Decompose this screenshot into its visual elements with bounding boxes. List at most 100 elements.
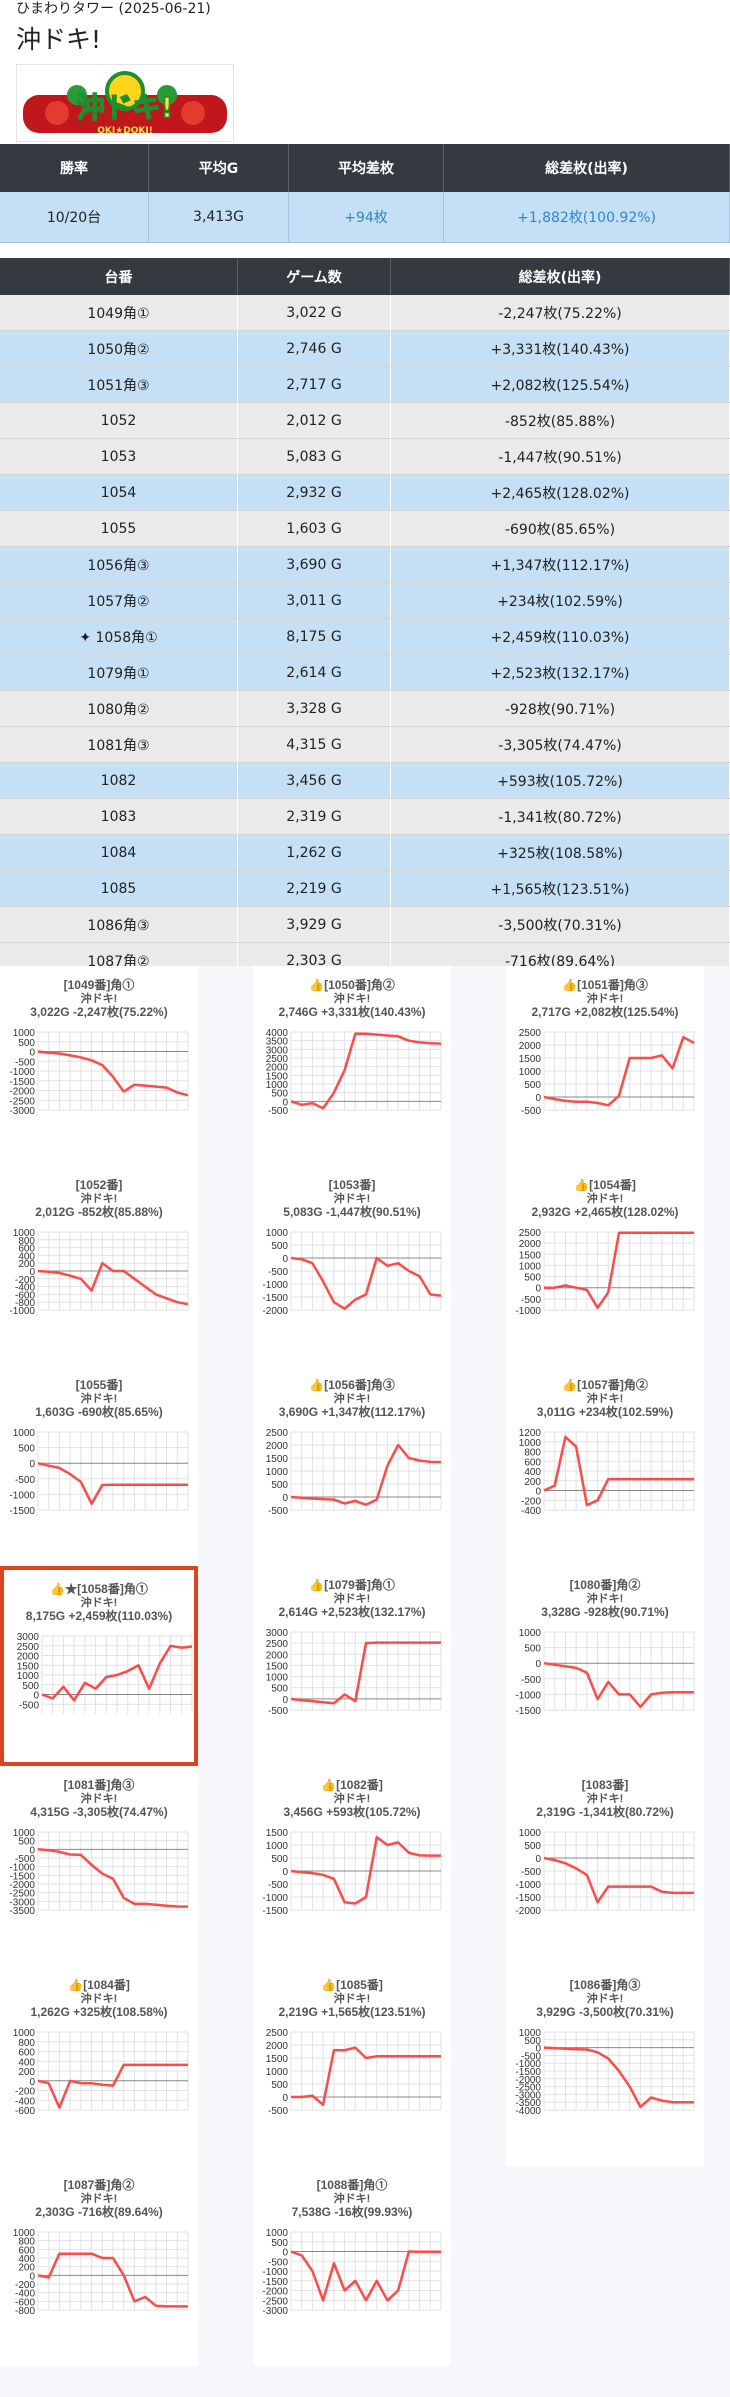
graph-card[interactable]: [1080番]角② 沖ドキ! 3,328G -928枚(90.71%) 1000 500…: [506, 1566, 704, 1766]
y-tick-label: 600: [18, 1244, 35, 1255]
graph-chart: 1000 500 0 -500 -1000 -1500: [9, 1428, 189, 1514]
graph-card[interactable]: [1086番]角③ 沖ドキ! 3,929G -3,500枚(70.31%) 1000 5…: [506, 1966, 704, 2166]
y-tick-label: -200: [15, 1275, 35, 1286]
machine-no: 1080角②: [87, 701, 150, 718]
machine-no-cell: 1081角③: [0, 726, 238, 763]
total-diff-cell: -928枚(90.71%): [390, 690, 730, 727]
machine-no: 1058角①: [95, 629, 158, 646]
table-row[interactable]: 1051角③ 2,717 G +2,082枚(125.54%): [0, 366, 730, 403]
y-tick-label: 2000: [266, 1063, 289, 1074]
y-tick-label: 2500: [519, 1028, 542, 1039]
graph-card[interactable]: 👍[1054番] 沖ドキ! 2,932G +2,465枚(128.02%) 2500 2…: [506, 1166, 704, 1366]
y-tick-label: 1000: [266, 2067, 289, 2078]
y-tick-label: 3000: [266, 1045, 289, 1056]
table-row[interactable]: 1079角① 2,614 G +2,523枚(132.17%): [0, 654, 730, 691]
table-row[interactable]: 1082 3,456 G +593枚(105.72%): [0, 762, 730, 799]
graph-card[interactable]: 👍[1085番] 沖ドキ! 2,219G +1,565枚(123.51%) 2500 2…: [253, 1966, 451, 2166]
graph-card[interactable]: [1088番]角① 沖ドキ! 7,538G -16枚(99.93%) 1000 500 0…: [253, 2166, 451, 2366]
table-row[interactable]: 1057角② 3,011 G +234枚(102.59%): [0, 582, 730, 619]
y-tick-label: 600: [524, 1457, 541, 1468]
graph-title: 👍[1056番]角③: [253, 1376, 451, 1393]
graph-subtitle: 2,012G -852枚(85.88%): [35, 1205, 163, 1219]
y-tick-label: -1000: [262, 2267, 288, 2278]
graph-chart: 1000 500 0 -500 -1000 -1500 -2000: [515, 1828, 695, 1914]
table-row[interactable]: 1080角② 3,328 G -928枚(90.71%): [0, 690, 730, 727]
table-row[interactable]: 1056角③ 3,690 G +1,347枚(112.17%): [0, 546, 730, 583]
games-cell: 2,219 G: [237, 870, 391, 907]
table-row[interactable]: 1054 2,932 G +2,465枚(128.02%): [0, 474, 730, 511]
games-cell: 3,011 G: [237, 582, 391, 619]
y-tick-label: 800: [524, 1448, 541, 1459]
y-tick-label: -3000: [515, 2090, 541, 2101]
graph-card[interactable]: [1055番] 沖ドキ! 1,603G -690枚(85.65%) 1000 500 0 -…: [0, 1366, 198, 1566]
y-tick-label: 0: [282, 1695, 288, 1706]
machine-no-cell: 1054: [0, 474, 238, 511]
machine-no: 1086角③: [87, 917, 150, 934]
table-row[interactable]: 1050角② 2,746 G +3,331枚(140.43%): [0, 330, 730, 367]
machine-no-cell: 1086角③: [0, 906, 238, 943]
graph-section: [1049番]角① 沖ドキ! 3,022G -2,247枚(75.22%) 1000 5…: [0, 966, 730, 2397]
table-row[interactable]: 1086角③ 3,929 G -3,500枚(70.31%): [0, 906, 730, 943]
y-tick-label: 800: [18, 1236, 35, 1247]
graph-subtitle: 3,328G -928枚(90.71%): [541, 1605, 669, 1619]
graph-card[interactable]: 👍★[1058番]角① 沖ドキ! 8,175G +2,459枚(110.03%) 30…: [0, 1566, 198, 1766]
graph-title-text: [1085番]: [336, 1978, 383, 1992]
table-row[interactable]: 1053 5,083 G -1,447枚(90.51%): [0, 438, 730, 475]
games-cell: 2,746 G: [237, 330, 391, 367]
graph-card[interactable]: 👍[1084番] 沖ドキ! 1,262G +325枚(108.58%) 1000 800…: [0, 1966, 198, 2166]
y-tick-label: -1500: [515, 1893, 541, 1904]
graph-card[interactable]: 👍[1082番] 沖ドキ! 3,456G +593枚(105.72%) 1500 100…: [253, 1766, 451, 1966]
y-tick-label: 1000: [519, 1828, 542, 1839]
graph-machine-name: 沖ドキ!: [80, 993, 118, 1005]
table-row[interactable]: 1084 1,262 G +325枚(108.58%): [0, 834, 730, 871]
y-tick-label: -600: [15, 2297, 35, 2308]
y-tick-label: 1000: [519, 1628, 542, 1639]
table-row[interactable]: 1049角① 3,022 G -2,247枚(75.22%): [0, 295, 730, 331]
graph-card[interactable]: [1081番]角③ 沖ドキ! 4,315G -3,305枚(74.47%) 1000 5…: [0, 1766, 198, 1966]
y-tick-label: 0: [29, 1845, 35, 1856]
summary-table: 勝率 平均G 平均差枚 総差枚(出率) 10/20台 3,413G +94枚 +…: [0, 144, 730, 243]
machine-no-cell: 1049角①: [0, 295, 238, 331]
y-tick-label: -3500: [9, 1906, 35, 1914]
y-tick-label: 1000: [266, 1673, 289, 1684]
graph-card[interactable]: 👍[1051番]角③ 沖ドキ! 2,717G +2,082枚(125.54%) 250…: [506, 966, 704, 1166]
graph-machine-name: 沖ドキ!: [333, 2193, 371, 2205]
graph-card[interactable]: 👍[1050番]角② 沖ドキ! 2,746G +3,331枚(140.43%) 400…: [253, 966, 451, 1166]
graph-subtitle: 2,319G -1,341枚(80.72%): [536, 1805, 674, 1819]
y-tick-label: -1000: [515, 1306, 541, 1314]
graph-machine-name: 沖ドキ!: [333, 1793, 371, 1805]
graph-machine-name: 沖ドキ!: [333, 993, 371, 1005]
graph-card[interactable]: 👍[1056番]角③ 沖ドキ! 3,690G +1,347枚(112.17%) 250…: [253, 1366, 451, 1566]
graph-card[interactable]: [1052番] 沖ドキ! 2,012G -852枚(85.88%) 1000 800 60…: [0, 1166, 198, 1366]
graph-card[interactable]: [1087番]角② 沖ドキ! 2,303G -716枚(89.64%) 1000 800…: [0, 2166, 198, 2366]
graph-card[interactable]: 👍[1079番]角① 沖ドキ! 2,614G +2,523枚(132.17%) 300…: [253, 1566, 451, 1766]
graph-title: [1086番]角③: [506, 1976, 704, 1993]
table-row[interactable]: 1083 2,319 G -1,341枚(80.72%): [0, 798, 730, 835]
y-tick-label: 500: [22, 1681, 39, 1692]
table-row[interactable]: 1052 2,012 G -852枚(85.88%): [0, 402, 730, 439]
y-tick-label: 400: [18, 2057, 35, 2068]
graph-title-text: [1050番]角②: [324, 978, 395, 992]
table-row[interactable]: 1085 2,219 G +1,565枚(123.51%): [0, 870, 730, 907]
y-tick-label: 0: [29, 2077, 35, 2088]
graph-card[interactable]: [1083番] 沖ドキ! 2,319G -1,341枚(80.72%) 1000 500…: [506, 1766, 704, 1966]
graph-card[interactable]: [1049番]角① 沖ドキ! 3,022G -2,247枚(75.22%) 1000 5…: [0, 966, 198, 1166]
y-tick-label: 200: [18, 1259, 35, 1270]
y-tick-label: -1000: [515, 1690, 541, 1701]
y-tick-label: -800: [15, 1298, 35, 1309]
graph-subtitle: 3,456G +593枚(105.72%): [283, 1805, 421, 1819]
graph-card[interactable]: [1053番] 沖ドキ! 5,083G -1,447枚(90.51%) 1000 500…: [253, 1166, 451, 1366]
table-row[interactable]: ✦ 1058角① 8,175 G +2,459枚(110.03%): [0, 618, 730, 655]
col-header-machine-no: 台番: [0, 258, 238, 295]
table-row[interactable]: 1055 1,603 G -690枚(85.65%): [0, 510, 730, 547]
games-cell: 3,328 G: [237, 690, 391, 727]
table-row[interactable]: 1081角③ 4,315 G -3,305枚(74.47%): [0, 726, 730, 763]
graph-machine-name: 沖ドキ!: [80, 1393, 118, 1405]
thumbs-up-icon: 👍: [309, 978, 325, 992]
graph-subtitle: 3,022G -2,247枚(75.22%): [30, 1005, 168, 1019]
y-tick-label: -1500: [262, 2277, 288, 2288]
graph-subtitle: 7,538G -16枚(99.93%): [291, 2205, 413, 2219]
graph-card[interactable]: 👍[1057番]角② 沖ドキ! 3,011G +234枚(102.59%) 1200 1…: [506, 1366, 704, 1566]
games-cell: 3,929 G: [237, 906, 391, 943]
